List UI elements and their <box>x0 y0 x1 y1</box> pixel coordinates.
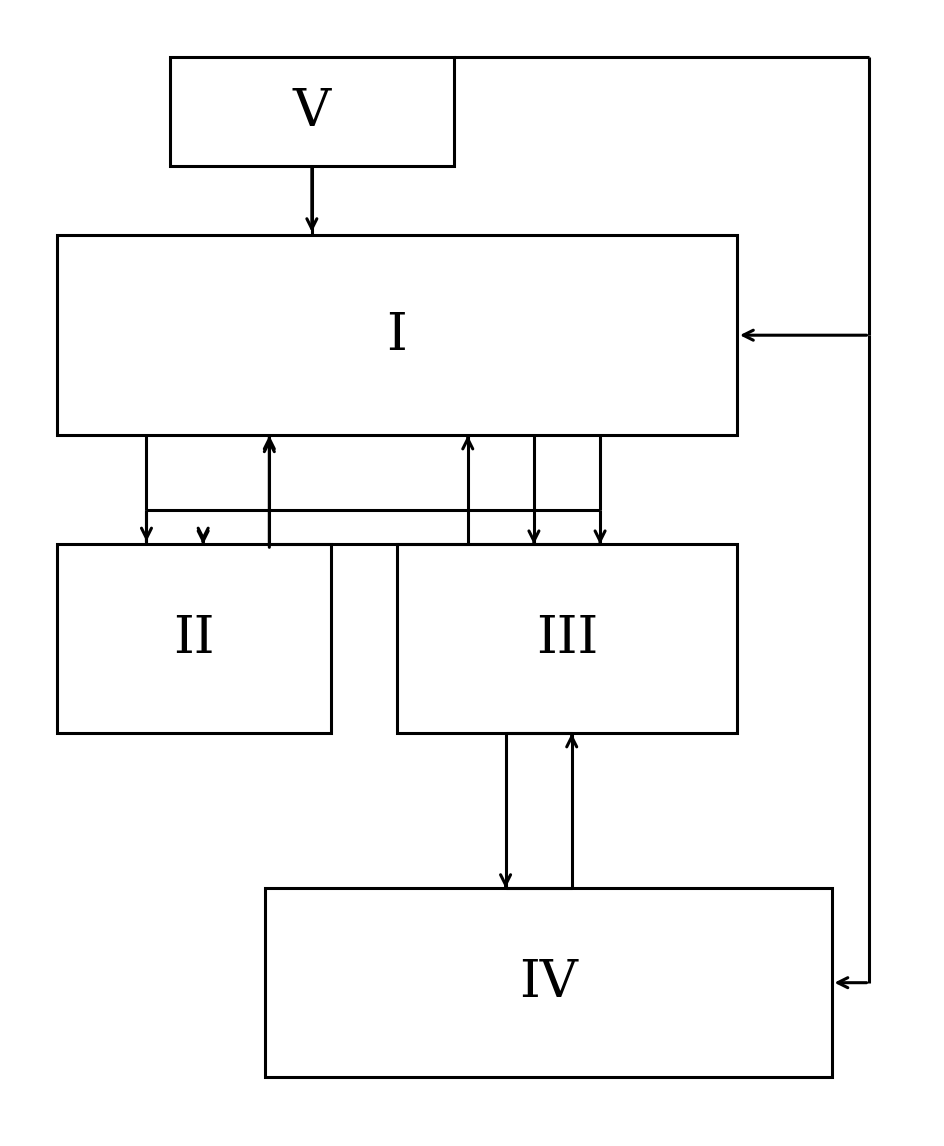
Bar <box>170 57 453 166</box>
Text: V: V <box>293 86 330 138</box>
Text: I: I <box>386 309 407 361</box>
Bar <box>57 235 736 435</box>
Text: III: III <box>535 613 598 665</box>
Text: II: II <box>173 613 214 665</box>
Text: IV: IV <box>518 957 577 1008</box>
Bar <box>396 544 736 733</box>
Bar <box>57 544 330 733</box>
Bar <box>264 888 831 1077</box>
